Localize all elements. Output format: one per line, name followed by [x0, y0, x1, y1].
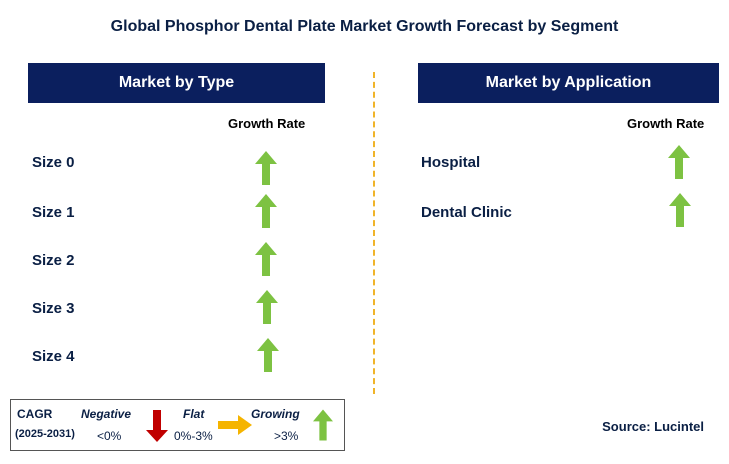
- market-by-type-header: Market by Type: [28, 63, 325, 103]
- legend-flat-range: 0%-3%: [174, 429, 213, 443]
- type-row-label: Size 1: [32, 204, 75, 221]
- legend-period: (2025-2031): [15, 428, 75, 440]
- market-by-type-header-label: Market by Type: [118, 74, 235, 91]
- up-arrow-icon: [668, 145, 690, 179]
- legend-flat-label: Flat: [183, 407, 205, 421]
- right-arrow-icon: [218, 415, 252, 435]
- up-arrow-icon: [669, 193, 691, 227]
- market-by-application-header: Market by Application: [418, 63, 719, 103]
- legend-negative-label: Negative: [81, 407, 132, 421]
- type-row-label: Size 2: [32, 252, 75, 269]
- up-arrow-icon: [255, 194, 277, 228]
- up-arrow-icon: [313, 409, 333, 441]
- application-row-label: Dental Clinic: [421, 204, 512, 221]
- application-growth-rate-label: Growth Rate: [627, 116, 705, 131]
- up-arrow-icon: [255, 151, 277, 185]
- application-row-label: Hospital: [421, 154, 481, 171]
- type-row-label: Size 4: [32, 348, 75, 365]
- cagr-legend: CAGR (2025-2031) Negative <0% Flat 0%-3%…: [10, 399, 345, 451]
- panel-divider: [373, 72, 375, 394]
- up-arrow-icon: [256, 290, 278, 324]
- down-arrow-icon: [146, 410, 168, 442]
- up-arrow-icon: [255, 242, 277, 276]
- up-arrow-icon: [257, 338, 279, 372]
- legend-cagr-label: CAGR: [17, 407, 53, 421]
- type-growth-rate-label: Growth Rate: [228, 116, 306, 131]
- type-row-label: Size 0: [32, 154, 75, 171]
- legend-negative-range: <0%: [97, 429, 122, 443]
- source-note: Source: Lucintel: [602, 419, 704, 434]
- legend-growing-range: >3%: [274, 429, 299, 443]
- market-by-application-header-label: Market by Application: [485, 74, 652, 91]
- legend-growing-label: Growing: [251, 407, 300, 421]
- page-title: Global Phosphor Dental Plate Market Grow…: [110, 18, 619, 35]
- type-row-label: Size 3: [32, 300, 75, 317]
